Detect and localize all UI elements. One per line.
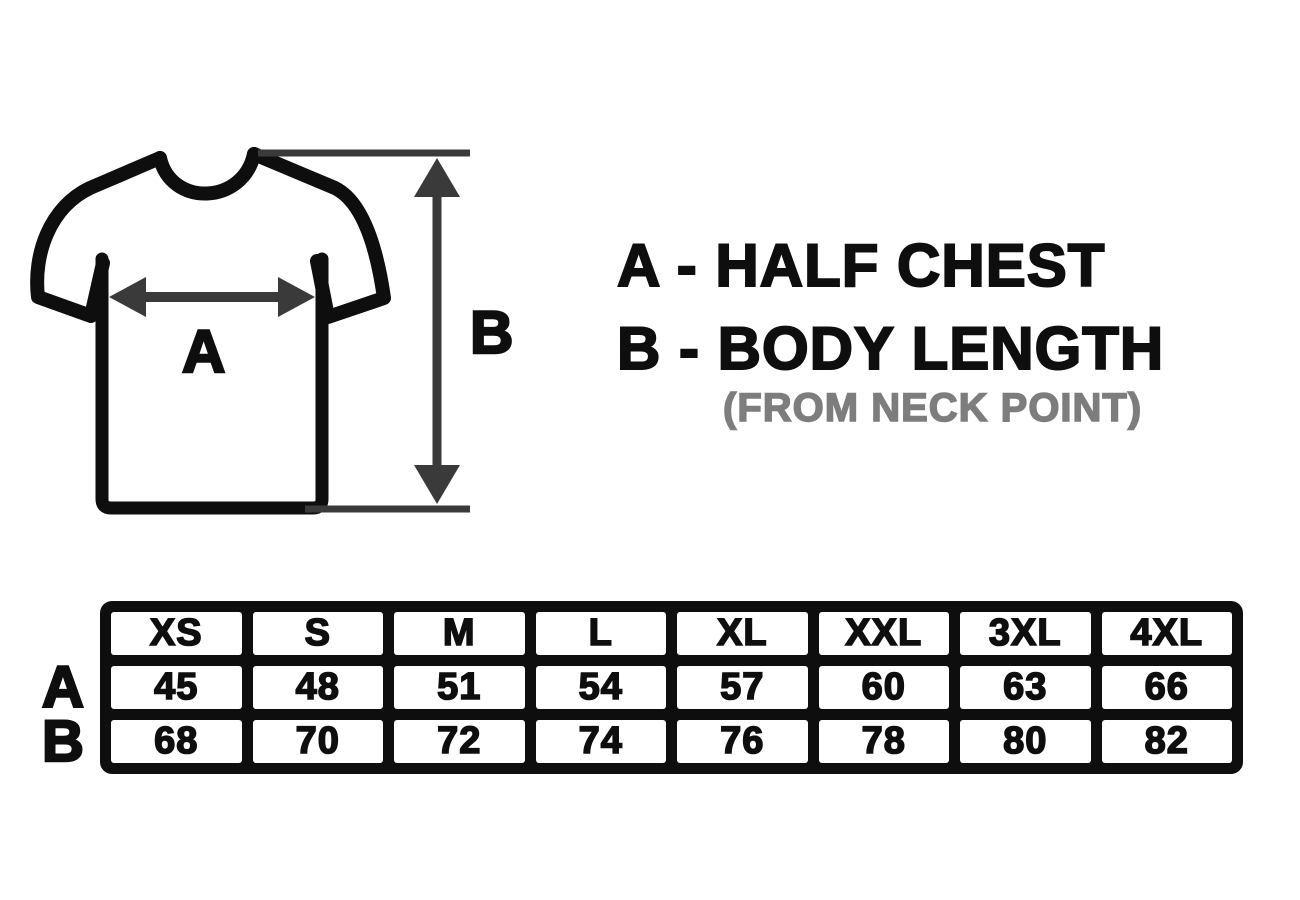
half-chest-arrowhead-right: [278, 277, 315, 317]
tshirt-diagram: [30, 147, 470, 515]
tshirt-collar-outline: [153, 147, 261, 201]
body-length-arrow: [258, 149, 470, 513]
body-length-cell: 78: [818, 719, 949, 763]
body-length-cell: 68: [111, 719, 242, 763]
tshirt-right-sleeve-outline: [247, 147, 391, 324]
size-header-cell: XL: [677, 611, 808, 655]
body-length-cell: 74: [535, 719, 666, 763]
size-header-cell: S: [252, 611, 383, 655]
size-header-cell: M: [394, 611, 525, 655]
half-chest-cell: 54: [535, 665, 666, 709]
size-header-cell: XXL: [818, 611, 949, 655]
half-chest-arrow: [109, 277, 315, 317]
size-table: XS S M L XL XXL 3XL 4XL 45 48 51 54 57 6…: [100, 601, 1243, 774]
size-header-cell: 3XL: [960, 611, 1091, 655]
legend: A - HALF CHEST B - BODY LENGTH (FROM NEC…: [616, 232, 1165, 431]
measure-b-label: B: [469, 299, 515, 366]
size-header-cell: XS: [111, 611, 242, 655]
body-length-cell: 70: [252, 719, 383, 763]
half-chest-cell: 51: [394, 665, 525, 709]
body-length-cell: 76: [677, 719, 808, 763]
body-length-cell: 80: [960, 719, 1091, 763]
measure-a-label: A: [181, 318, 227, 385]
tshirt-torso-outline: [95, 252, 329, 515]
legend-half-chest: A - HALF CHEST: [616, 232, 1106, 299]
half-chest-cell: 66: [1101, 665, 1232, 709]
body-length-arrowhead-bottom: [414, 465, 460, 504]
legend-neck-point-note: (FROM NECK POINT): [722, 385, 1143, 431]
table-row-label-b: B: [41, 707, 85, 775]
half-chest-cell: 48: [252, 665, 383, 709]
half-chest-cell: 57: [677, 665, 808, 709]
legend-body-length: B - BODY LENGTH: [616, 314, 1165, 382]
body-length-cell: 72: [394, 719, 525, 763]
size-header-cell: 4XL: [1101, 611, 1232, 655]
table-row-label-a: A: [41, 653, 85, 721]
size-header-cell: L: [535, 611, 666, 655]
body-length-arrowhead-top: [414, 158, 460, 197]
body-length-cell: 82: [1101, 719, 1232, 763]
half-chest-cell: 45: [111, 665, 242, 709]
half-chest-arrowhead-left: [109, 277, 146, 317]
half-chest-cell: 63: [960, 665, 1091, 709]
tshirt-left-sleeve-outline: [30, 151, 167, 323]
half-chest-cell: 60: [818, 665, 949, 709]
